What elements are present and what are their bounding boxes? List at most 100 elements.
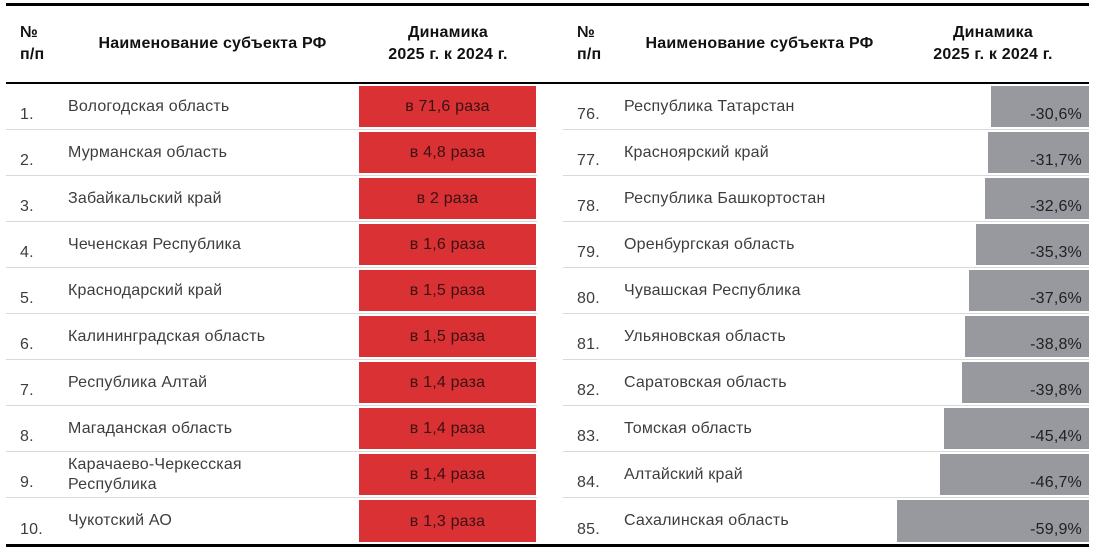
dynamics-bar: в 71,6 раза xyxy=(359,86,536,127)
col-header-number-line2: п/п xyxy=(577,46,602,63)
dynamics-value: -32,6% xyxy=(1030,198,1082,215)
row-number: 10. xyxy=(20,521,43,538)
dynamics-cell: -59,9% xyxy=(897,498,1089,544)
col-header-dynamics-line1: Динамика xyxy=(953,24,1033,41)
table-row: 82. Саратовская область -39,8% xyxy=(563,360,1089,406)
dynamics-bar: -30,6% xyxy=(991,86,1089,127)
dynamics-value: -45,4% xyxy=(1030,428,1082,445)
region-name: Карачаево-Черкесская Республика xyxy=(68,455,242,493)
table-row: 10. Чукотский АО в 1,3 раза xyxy=(6,498,537,544)
table-row: 79. Оренбургская область -35,3% xyxy=(563,222,1089,268)
table-body-increase: 1. Вологодская область в 71,6 раза 2. Мурман… xyxy=(6,84,537,544)
row-number: 7. xyxy=(20,382,34,399)
dynamics-cell: в 4,8 раза xyxy=(359,130,537,175)
dynamics-value: в 2 раза xyxy=(416,190,479,207)
row-number: 6. xyxy=(20,336,34,353)
col-header-region: Наименование субъекта РФ xyxy=(66,33,359,55)
dynamics-value: -46,7% xyxy=(1030,474,1082,491)
dynamics-value: в 1,4 раза xyxy=(409,420,486,437)
col-header-region: Наименование субъекта РФ xyxy=(622,33,897,55)
table-row: 9. Карачаево-Черкесская Республика в 1,4 р… xyxy=(6,452,537,498)
row-number: 80. xyxy=(577,290,600,307)
row-number: 79. xyxy=(577,244,600,261)
region-name: Оренбургская область xyxy=(624,235,795,253)
region-name: Республика Башкортостан xyxy=(624,189,826,207)
dynamics-value: в 4,8 раза xyxy=(409,144,486,161)
dynamics-cell: -39,8% xyxy=(897,360,1089,405)
dynamics-bar: в 4,8 раза xyxy=(359,132,536,173)
dynamics-bar: в 1,4 раза xyxy=(359,454,536,495)
row-number: 1. xyxy=(20,106,34,123)
dynamics-cell: в 1,4 раза xyxy=(359,360,537,405)
region-name: Алтайский край xyxy=(624,465,743,483)
table-row: 1. Вологодская область в 71,6 раза xyxy=(6,84,537,130)
bottom-border-line xyxy=(6,544,1089,547)
dynamics-bar: -37,6% xyxy=(969,270,1089,311)
row-number: 78. xyxy=(577,198,600,215)
region-name: Республика Татарстан xyxy=(624,97,795,115)
table-left-increase: № п/п Наименование субъекта РФ Динамика … xyxy=(6,6,537,544)
dynamics-value: -35,3% xyxy=(1030,244,1082,261)
region-name: Сахалинская область xyxy=(624,512,789,529)
table-row: 85. Сахалинская область -59,9% xyxy=(563,498,1089,544)
tables-container: № п/п Наименование субъекта РФ Динамика … xyxy=(6,6,1089,544)
table-row: 6. Калининградская область в 1,5 раза xyxy=(6,314,537,360)
dynamics-cell: -35,3% xyxy=(897,222,1089,267)
dynamics-value: в 1,3 раза xyxy=(409,512,486,530)
region-name: Мурманская область xyxy=(68,143,228,161)
dynamics-value: -37,6% xyxy=(1030,290,1082,307)
table-body-decrease: 76. Республика Татарстан -30,6% 77. Краснояр… xyxy=(563,84,1089,544)
col-header-number-line2: п/п xyxy=(20,46,45,63)
dynamics-value: в 1,5 раза xyxy=(409,282,486,299)
col-header-dynamics: Динамика 2025 г. к 2024 г. xyxy=(897,22,1089,66)
dynamics-value: -59,9% xyxy=(1030,521,1082,538)
dynamics-bar: в 1,5 раза xyxy=(359,270,536,311)
table-row: 83. Томская область -45,4% xyxy=(563,406,1089,452)
table-header: № п/п Наименование субъекта РФ Динамика … xyxy=(6,6,537,82)
header-separator-line xyxy=(6,82,1089,84)
dynamics-value: в 1,6 раза xyxy=(409,236,486,253)
table-row: 8. Магаданская область в 1,4 раза xyxy=(6,406,537,452)
row-number: 83. xyxy=(577,428,600,445)
table-row: 7. Республика Алтай в 1,4 раза xyxy=(6,360,537,406)
row-number: 85. xyxy=(577,521,600,538)
col-header-number: № п/п xyxy=(6,22,66,66)
col-header-dynamics-line2: 2025 г. к 2024 г. xyxy=(933,46,1053,63)
dynamics-value: -38,8% xyxy=(1030,336,1082,353)
dynamics-cell: -32,6% xyxy=(897,176,1089,221)
region-name: Забайкальский край xyxy=(68,189,222,207)
top-border-line xyxy=(6,3,1089,6)
table-row: 3. Забайкальский край в 2 раза xyxy=(6,176,537,222)
row-number: 81. xyxy=(577,336,600,353)
region-name: Магаданская область xyxy=(68,419,233,437)
dynamics-bar: в 1,6 раза xyxy=(359,224,536,265)
dynamics-bar: -32,6% xyxy=(985,178,1089,219)
region-name: Чукотский АО xyxy=(68,512,173,529)
row-number: 84. xyxy=(577,474,600,491)
col-header-region-label: Наименование субъекта РФ xyxy=(98,35,327,52)
dynamics-bar: -35,3% xyxy=(976,224,1089,265)
dynamics-value: -30,6% xyxy=(1030,106,1082,123)
table-row: 77. Красноярский край -31,7% xyxy=(563,130,1089,176)
row-number: 3. xyxy=(20,198,34,215)
dynamics-bar: в 2 раза xyxy=(359,178,536,219)
region-name: Калининградская область xyxy=(68,327,266,345)
dynamics-cell: -46,7% xyxy=(897,452,1089,497)
col-header-dynamics-line1: Динамика xyxy=(408,24,488,41)
table-header: № п/п Наименование субъекта РФ Динамика … xyxy=(563,6,1089,82)
col-header-region-label: Наименование субъекта РФ xyxy=(645,35,874,52)
dynamics-cell: в 1,6 раза xyxy=(359,222,537,267)
dynamics-bar: -38,8% xyxy=(965,316,1089,357)
dynamics-cell: -37,6% xyxy=(897,268,1089,313)
dynamics-bar: в 1,4 раза xyxy=(359,362,536,403)
col-header-dynamics: Динамика 2025 г. к 2024 г. xyxy=(359,22,537,66)
table-row: 4. Чеченская Республика в 1,6 раза xyxy=(6,222,537,268)
region-name: Томская область xyxy=(624,419,753,437)
table-row: 5. Краснодарский край в 1,5 раза xyxy=(6,268,537,314)
region-name: Чеченская Республика xyxy=(68,235,242,253)
dynamics-cell: в 1,5 раза xyxy=(359,314,537,359)
dynamics-cell: в 1,4 раза xyxy=(359,452,537,497)
col-header-number-line1: № xyxy=(577,24,596,41)
region-name: Вологодская область xyxy=(68,97,230,115)
row-number: 2. xyxy=(20,152,34,169)
